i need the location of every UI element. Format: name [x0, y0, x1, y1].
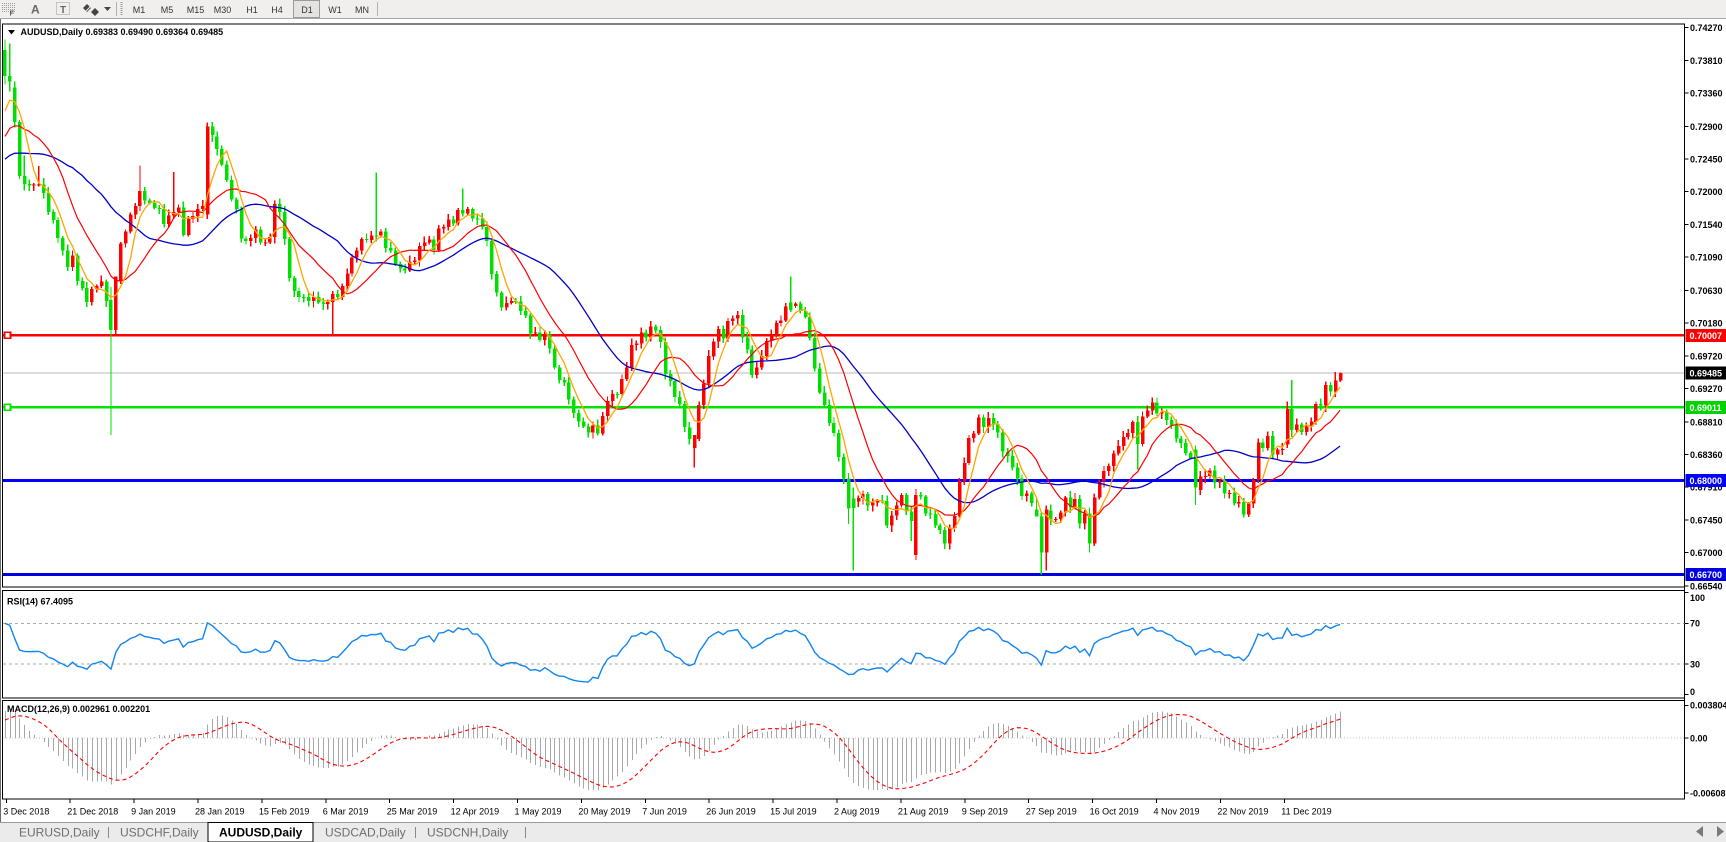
svg-text:USDCHF,Daily: USDCHF,Daily [120, 826, 199, 840]
svg-text:0.69270: 0.69270 [1690, 384, 1723, 394]
svg-text:0.70630: 0.70630 [1690, 286, 1723, 296]
svg-text:AUDUSD,Daily 0.69383 0.69490: AUDUSD,Daily 0.69383 0.69490 0.69364 0.6… [21, 27, 224, 37]
svg-text:T: T [60, 5, 66, 16]
svg-text:21 Aug 2019: 21 Aug 2019 [898, 807, 949, 817]
svg-text:0.72450: 0.72450 [1690, 154, 1723, 164]
svg-text:W1: W1 [328, 5, 342, 15]
svg-text:0.73810: 0.73810 [1690, 56, 1723, 66]
svg-text:27 Sep 2019: 27 Sep 2019 [1026, 807, 1077, 817]
svg-text:USDCNH,Daily: USDCNH,Daily [427, 826, 508, 840]
svg-text:M30: M30 [214, 5, 232, 15]
svg-text:0.67000: 0.67000 [1690, 548, 1723, 558]
svg-text:4 Nov 2019: 4 Nov 2019 [1154, 807, 1200, 817]
svg-text:-0.006087: -0.006087 [1690, 788, 1726, 798]
svg-text:0.69011: 0.69011 [1690, 403, 1722, 413]
svg-text:0.72900: 0.72900 [1690, 122, 1723, 132]
svg-text:9 Sep 2019: 9 Sep 2019 [962, 807, 1008, 817]
svg-text:RSI(14) 67.4095: RSI(14) 67.4095 [7, 597, 73, 607]
svg-text:D1: D1 [301, 5, 313, 15]
svg-text:0.68810: 0.68810 [1690, 417, 1723, 427]
svg-text:6 Mar 2019: 6 Mar 2019 [323, 807, 369, 817]
svg-text:1 May 2019: 1 May 2019 [515, 807, 562, 817]
svg-text:25 Mar 2019: 25 Mar 2019 [387, 807, 438, 817]
svg-text:30: 30 [1690, 660, 1700, 670]
svg-text:A: A [31, 3, 40, 17]
svg-text:0.66540: 0.66540 [1690, 581, 1723, 591]
svg-text:15 Jul 2019: 15 Jul 2019 [770, 807, 817, 817]
svg-text:0.00: 0.00 [1690, 733, 1708, 743]
svg-text:0.66700: 0.66700 [1690, 570, 1723, 580]
svg-text:21 Dec 2018: 21 Dec 2018 [67, 807, 118, 817]
svg-text:100: 100 [1690, 593, 1705, 603]
svg-text:M5: M5 [161, 5, 174, 15]
svg-text:7 Jun 2019: 7 Jun 2019 [642, 807, 687, 817]
svg-text:22 Nov 2019: 22 Nov 2019 [1217, 807, 1268, 817]
svg-text:26 Jun 2019: 26 Jun 2019 [706, 807, 756, 817]
svg-text:0.69485: 0.69485 [1690, 369, 1723, 379]
svg-text:28 Jan 2019: 28 Jan 2019 [195, 807, 245, 817]
svg-text:MN: MN [355, 5, 369, 15]
svg-text:0.67450: 0.67450 [1690, 516, 1723, 526]
svg-text:3 Dec 2018: 3 Dec 2018 [3, 807, 49, 817]
svg-text:0.73360: 0.73360 [1690, 89, 1723, 99]
svg-text:AUDUSD,Daily: AUDUSD,Daily [219, 826, 303, 840]
svg-text:H4: H4 [271, 5, 283, 15]
svg-text:0.68000: 0.68000 [1690, 476, 1723, 486]
svg-text:0.71090: 0.71090 [1690, 253, 1723, 263]
svg-text:H1: H1 [246, 5, 258, 15]
svg-text:EURUSD,Daily: EURUSD,Daily [19, 826, 100, 840]
svg-text:0.67910: 0.67910 [1690, 482, 1723, 492]
svg-text:0.68360: 0.68360 [1690, 450, 1723, 460]
svg-text:0.69720: 0.69720 [1690, 352, 1723, 362]
svg-text:70: 70 [1690, 619, 1700, 629]
svg-text:M1: M1 [133, 5, 146, 15]
svg-text:M15: M15 [187, 5, 205, 15]
svg-text:11 Dec 2019: 11 Dec 2019 [1281, 807, 1331, 817]
svg-text:12 Apr 2019: 12 Apr 2019 [451, 807, 500, 817]
svg-text:0: 0 [1690, 687, 1695, 697]
svg-text:15 Feb 2019: 15 Feb 2019 [259, 807, 310, 817]
svg-text:0.70180: 0.70180 [1690, 318, 1723, 328]
svg-text:0.70007: 0.70007 [1690, 331, 1723, 341]
svg-text:0.74270: 0.74270 [1690, 23, 1723, 33]
svg-text:F: F [10, 9, 15, 18]
svg-text:16 Oct 2019: 16 Oct 2019 [1090, 807, 1139, 817]
svg-text:20 May 2019: 20 May 2019 [578, 807, 630, 817]
svg-text:0.71540: 0.71540 [1690, 220, 1723, 230]
svg-text:0.72000: 0.72000 [1690, 187, 1723, 197]
svg-text:2 Aug 2019: 2 Aug 2019 [834, 807, 880, 817]
svg-text:0.003804: 0.003804 [1690, 701, 1726, 711]
svg-text:USDCAD,Daily: USDCAD,Daily [325, 826, 406, 840]
svg-text:9 Jan 2019: 9 Jan 2019 [131, 807, 176, 817]
svg-text:MACD(12,26,9) 0.002961 0.00220: MACD(12,26,9) 0.002961 0.002201 [7, 704, 150, 714]
